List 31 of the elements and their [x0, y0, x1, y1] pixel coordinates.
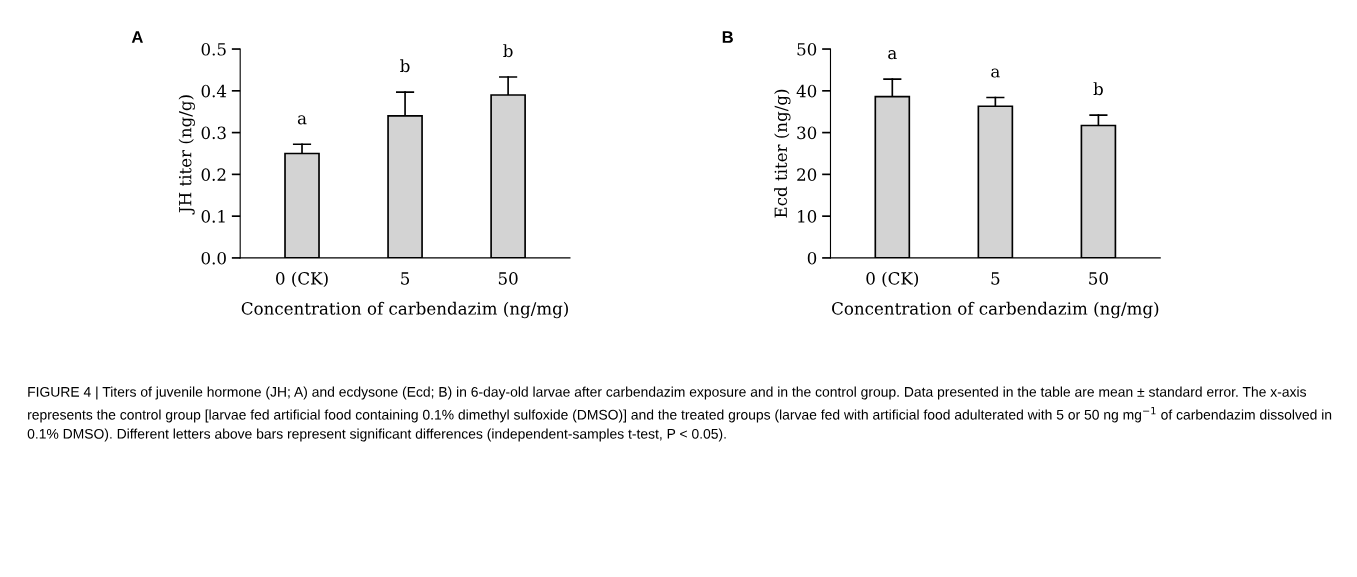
annotation: a: [888, 50, 897, 60]
annotation: b: [1093, 82, 1103, 96]
x-tick-label: 50: [1089, 272, 1108, 285]
annotation: b: [503, 44, 513, 58]
y-tick-label: 0.3: [201, 126, 226, 140]
y-tick-label: 0.0: [201, 251, 226, 265]
x-tick-label: 0 (CK): [276, 271, 328, 288]
x-tick-label: 5: [401, 272, 410, 285]
chart-title: B: [722, 31, 733, 43]
annotation: b: [400, 59, 410, 73]
y-tick-label: 0.4: [201, 84, 227, 98]
y-tick-label: 0.5: [201, 43, 226, 56]
y-tick-label: 50: [797, 43, 817, 56]
x-tick-label: 5: [991, 272, 1000, 285]
annotation: a: [991, 68, 1000, 78]
y-tick-label: 40: [796, 84, 817, 98]
y-axis-title: JH titer (ng/g): [178, 95, 195, 215]
y-axis-title: Ecd titer (ng/g): [774, 89, 791, 218]
y-tick-label: 0.2: [201, 168, 226, 181]
y-tick-label: 0.1: [201, 210, 225, 223]
annotation: a: [297, 115, 307, 125]
x-tick-label: 50: [498, 272, 518, 285]
x-axis-title: Concentration of carbendazim (ng/mg): [241, 301, 568, 319]
y-tick-label: 20: [797, 168, 817, 181]
text: FIGURE 4 | Titers of juvenile hormone (JH; A) and ecdysone (Ecd; B) in 6-day-old larvae after carbendazim exposure and in the control group. Data presented in the table are mean ± standard error. The x-axis represents the control group [larvae fed artificial food containing 0.1% dimethyl sulfoxide (DMSO)] and the treated groups (larvae fed with artificial food adulterated with 5 or 50 ng mg$^{−1}$ of carbendazim dissolved in 0.1% DMSO). Different letters above bars represent significant differences (independent-samples t-test, P < 0.05).: [27, 386, 1332, 442]
y-tick-label: 0: [807, 251, 817, 265]
x-axis-title: Concentration of carbendazim (ng/mg): [832, 301, 1159, 319]
x-tick-label: 0 (CK): [866, 271, 919, 288]
y-tick-label: 10: [798, 210, 817, 223]
y-tick-label: 30: [797, 126, 817, 140]
chart-title: A: [131, 31, 143, 43]
